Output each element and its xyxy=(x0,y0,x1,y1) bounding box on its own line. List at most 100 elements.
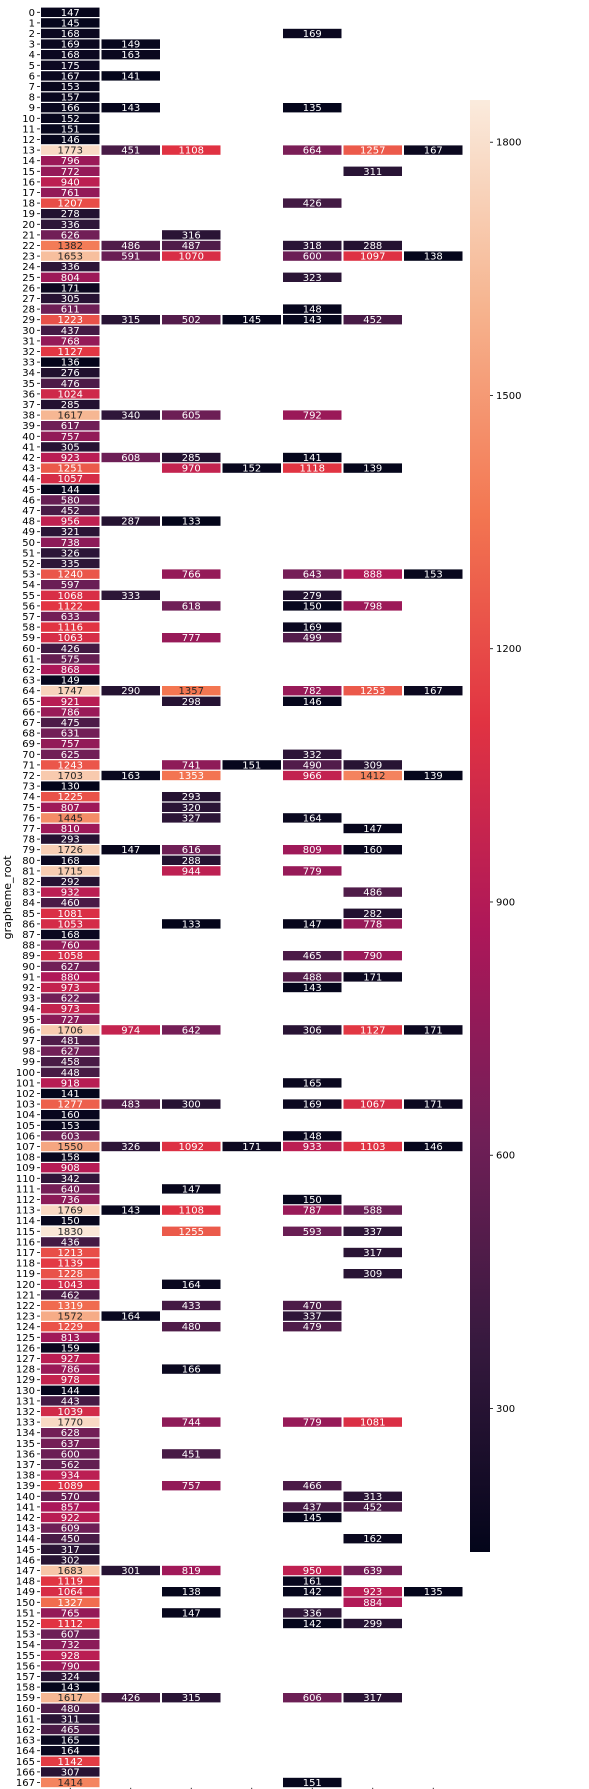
cell-value-label: 1207 xyxy=(58,199,83,210)
cell-value-label: 151 xyxy=(61,124,80,135)
cell-value-label: 475 xyxy=(61,718,80,729)
heatmap-cell xyxy=(343,845,402,855)
cell-value-label: 932 xyxy=(61,888,80,899)
cell-value-label: 285 xyxy=(182,453,201,464)
cell-value-label: 307 xyxy=(61,1767,80,1778)
cell-value-label: 927 xyxy=(61,1354,80,1365)
heatmap-cell xyxy=(162,1184,221,1194)
y-tick-label: 139 xyxy=(16,1481,35,1492)
heatmap-cell xyxy=(41,1035,100,1046)
heatmap-cell xyxy=(283,240,342,251)
cell-value-label: 133 xyxy=(182,919,201,930)
y-tick-label: 63 xyxy=(22,676,35,687)
cell-value-label: 611 xyxy=(61,305,80,316)
cell-value-label: 138 xyxy=(182,1587,201,1598)
cell-value-label: 293 xyxy=(182,792,201,803)
cell-value-label: 175 xyxy=(61,61,80,72)
heatmap-cell xyxy=(101,1025,160,1035)
y-tick-label: 160 xyxy=(16,1704,35,1715)
y-tick-label: 36 xyxy=(22,389,35,400)
heatmap-cell xyxy=(41,1385,100,1395)
y-tick-label: 140 xyxy=(16,1492,35,1503)
heatmap-cell xyxy=(41,1194,100,1205)
heatmap-cell xyxy=(343,760,402,770)
heatmap-cell xyxy=(41,940,100,950)
heatmap-cell xyxy=(283,696,342,706)
heatmap-cell xyxy=(41,1661,100,1671)
cell-value-label: 738 xyxy=(61,538,80,549)
cell-value-label: 337 xyxy=(363,1227,382,1238)
cell-value-label: 779 xyxy=(303,866,322,877)
heatmap-cell xyxy=(41,802,100,812)
cell-value-label: 458 xyxy=(61,1057,80,1068)
y-tick-label: 97 xyxy=(22,1036,35,1047)
y-tick-label: 144 xyxy=(16,1534,35,1545)
y-tick-label: 110 xyxy=(16,1174,35,1185)
cell-value-label: 1353 xyxy=(179,771,204,782)
heatmap-cell xyxy=(283,749,342,759)
y-tick-label: 99 xyxy=(22,1057,35,1068)
y-tick-label: 153 xyxy=(16,1630,35,1641)
heatmap-cell xyxy=(41,1152,100,1162)
cell-value-label: 433 xyxy=(182,1301,201,1312)
heatmap-cell xyxy=(343,315,402,325)
y-tick-label: 112 xyxy=(16,1195,35,1206)
heatmap-cell xyxy=(283,103,342,113)
cell-value-label: 293 xyxy=(61,835,80,846)
cell-value-label: 618 xyxy=(182,601,201,612)
heatmap-cell xyxy=(162,1449,221,1459)
cell-value-label: 146 xyxy=(424,1142,443,1153)
cell-value-label: 923 xyxy=(61,453,80,464)
y-tick-label: 3 xyxy=(29,40,35,51)
cell-value-label: 1067 xyxy=(360,1100,385,1111)
colorbar-tick-label: 300 xyxy=(496,1404,515,1415)
heatmap-cell xyxy=(41,1343,100,1353)
cell-value-label: 1830 xyxy=(58,1227,83,1238)
cell-value-label: 1223 xyxy=(58,315,83,326)
heatmap-cell xyxy=(41,1555,100,1565)
y-tick-label: 159 xyxy=(16,1693,35,1704)
cell-value-label: 480 xyxy=(61,1704,80,1715)
y-tick-label: 56 xyxy=(22,601,35,612)
cell-value-label: 285 xyxy=(61,400,80,411)
cell-value-label: 171 xyxy=(61,283,80,294)
heatmap-cell xyxy=(41,898,100,908)
cell-value-label: 462 xyxy=(61,1290,80,1301)
cell-value-label: 160 xyxy=(363,845,382,856)
heatmap-cell xyxy=(162,251,221,261)
heatmap-cell xyxy=(162,315,221,325)
cell-value-label: 884 xyxy=(363,1598,382,1609)
heatmap-cell xyxy=(343,1502,402,1512)
heatmap-cell xyxy=(162,770,221,781)
heatmap-cell xyxy=(101,50,160,60)
cell-value-label: 627 xyxy=(61,962,80,973)
y-tick-label: 100 xyxy=(16,1068,35,1079)
heatmap-cell xyxy=(41,1756,100,1766)
heatmap-cell xyxy=(41,452,100,463)
cell-value-label: 1706 xyxy=(58,1025,83,1036)
heatmap-cell xyxy=(41,1565,100,1576)
cell-value-label: 479 xyxy=(303,1322,322,1333)
cell-value-label: 628 xyxy=(61,1428,80,1439)
y-tick-label: 95 xyxy=(22,1015,35,1026)
y-tick-label: 43 xyxy=(22,464,35,475)
heatmap-cell xyxy=(41,251,100,261)
heatmap-cell xyxy=(101,1311,160,1321)
heatmap-cell xyxy=(41,1502,100,1512)
heatmap-cell xyxy=(41,1226,100,1236)
y-tick-label: 127 xyxy=(16,1354,35,1365)
heatmap-cell xyxy=(162,1693,221,1703)
heatmap-cell xyxy=(343,887,402,897)
cell-value-label: 1357 xyxy=(179,686,204,697)
heatmap-cell xyxy=(41,792,100,802)
cell-value-label: 302 xyxy=(61,1555,80,1566)
cell-value-label: 1412 xyxy=(360,771,385,782)
cell-value-label: 152 xyxy=(61,114,80,125)
cell-value-label: 164 xyxy=(303,813,322,824)
cell-value-label: 786 xyxy=(61,1365,80,1376)
heatmap-cell xyxy=(41,1491,100,1501)
y-tick-label: 75 xyxy=(22,803,35,814)
y-tick-label: 163 xyxy=(16,1736,35,1747)
cell-value-label: 486 xyxy=(363,888,382,899)
